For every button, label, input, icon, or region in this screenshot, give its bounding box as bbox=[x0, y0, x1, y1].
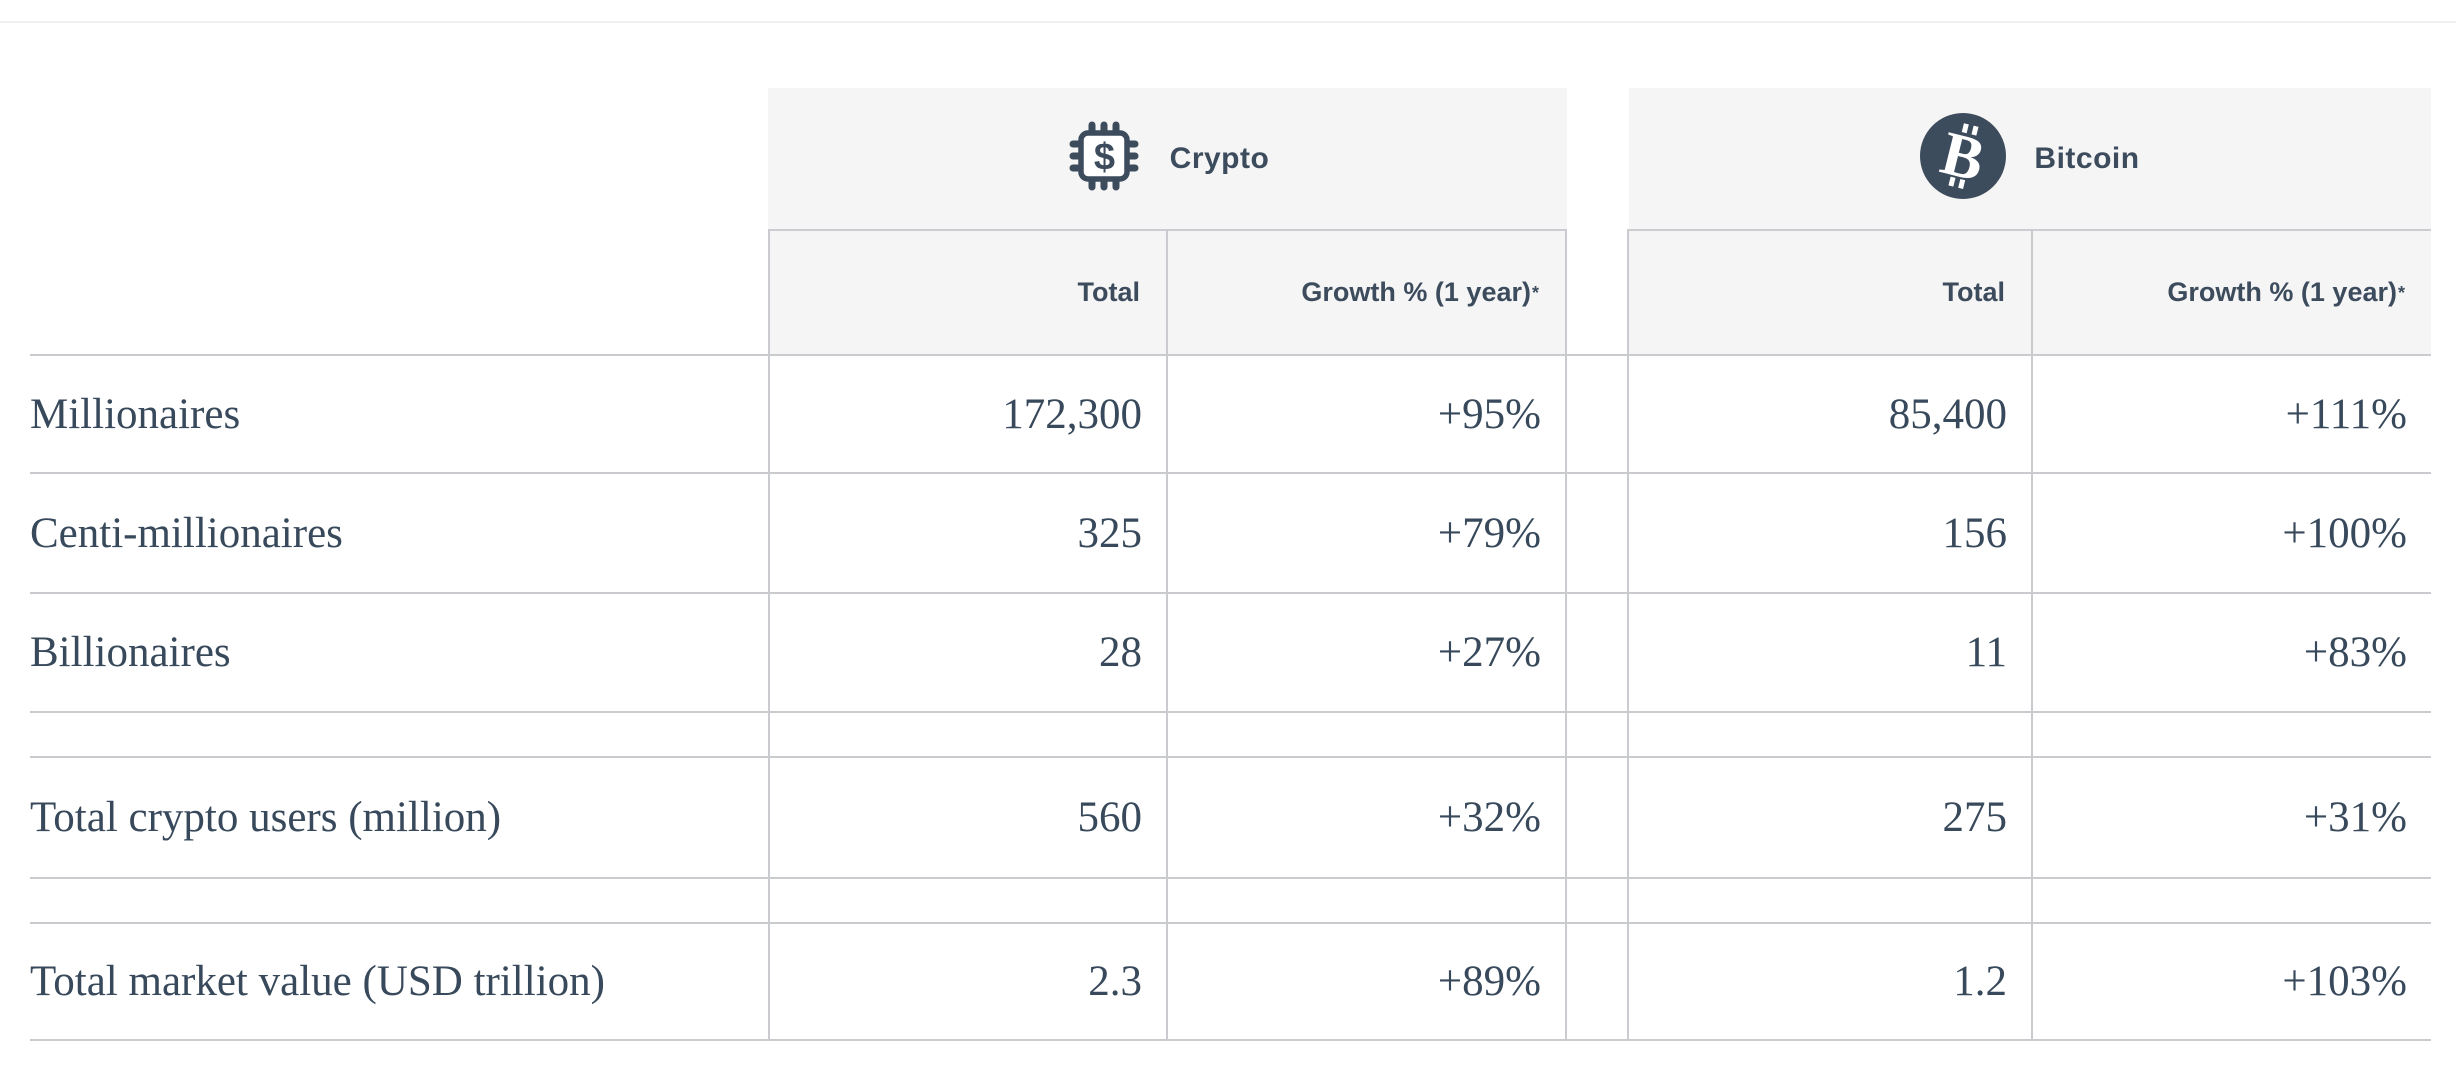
chip-dollar-icon: $ bbox=[1066, 118, 1142, 199]
gap-column bbox=[1567, 472, 1629, 592]
spacer-row bbox=[1629, 711, 2031, 756]
crypto-growth-value: +27% bbox=[1166, 592, 1567, 711]
column-header-bitcoin-growth: Growth % (1 year) * bbox=[2031, 229, 2431, 354]
crypto-bitcoin-comparison-table: $ Crypto B Bitcoin bbox=[0, 88, 2431, 1041]
spacer-row bbox=[1629, 877, 2031, 922]
bitcoin-total-value: 1.2 bbox=[1629, 922, 2031, 1041]
bitcoin-total-value: 11 bbox=[1629, 592, 2031, 711]
gap-column bbox=[1567, 592, 1629, 711]
group-label-bitcoin: Bitcoin bbox=[2034, 141, 2140, 175]
crypto-total-value: 325 bbox=[768, 472, 1166, 592]
gap-column bbox=[1567, 354, 1629, 472]
bitcoin-total-value: 156 bbox=[1629, 472, 2031, 592]
column-header-crypto-total: Total bbox=[768, 229, 1166, 354]
bitcoin-growth-value: +103% bbox=[2031, 922, 2431, 1041]
spacer-row bbox=[30, 711, 768, 756]
crypto-growth-value: +32% bbox=[1166, 756, 1567, 877]
bitcoin-total-value: 85,400 bbox=[1629, 354, 2031, 472]
column-header-bitcoin-total: Total bbox=[1629, 229, 2031, 354]
row-label: Billionaires bbox=[30, 592, 768, 711]
top-divider bbox=[0, 21, 2456, 23]
corner-blank bbox=[0, 88, 768, 229]
spacer-row bbox=[2031, 711, 2431, 756]
bitcoin-growth-value: +83% bbox=[2031, 592, 2431, 711]
row-label: Total market value (USD trillion) bbox=[30, 922, 768, 1041]
bitcoin-growth-value: +111% bbox=[2031, 354, 2431, 472]
spacer-row bbox=[30, 877, 768, 922]
crypto-growth-value: +95% bbox=[1166, 354, 1567, 472]
bitcoin-total-value: 275 bbox=[1629, 756, 2031, 877]
gap-column bbox=[1567, 756, 1629, 877]
spacer-row bbox=[1166, 711, 1567, 756]
gap-column bbox=[1567, 877, 1629, 922]
dollar-glyph: $ bbox=[1094, 137, 1115, 179]
crypto-growth-value: +79% bbox=[1166, 472, 1567, 592]
bitcoin-growth-value: +100% bbox=[2031, 472, 2431, 592]
group-header-crypto: $ Crypto bbox=[768, 88, 1567, 229]
column-header-crypto-growth: Growth % (1 year) * bbox=[1166, 229, 1567, 354]
spacer-row bbox=[1166, 877, 1567, 922]
gap-column bbox=[1567, 922, 1629, 1041]
group-header-bitcoin: B Bitcoin bbox=[1629, 88, 2431, 229]
crypto-total-value: 172,300 bbox=[768, 354, 1166, 472]
crypto-growth-value: +89% bbox=[1166, 922, 1567, 1041]
row-label: Centi-millionaires bbox=[30, 472, 768, 592]
crypto-total-value: 28 bbox=[768, 592, 1166, 711]
row-label: Total crypto users (million) bbox=[30, 756, 768, 877]
spacer-row bbox=[768, 877, 1166, 922]
spacer-row bbox=[2031, 877, 2431, 922]
spacer-row bbox=[768, 711, 1166, 756]
group-label-crypto: Crypto bbox=[1169, 141, 1270, 175]
gap-column bbox=[1567, 711, 1629, 756]
header-blank bbox=[0, 229, 768, 354]
crypto-total-value: 2.3 bbox=[768, 922, 1166, 1041]
gap-column bbox=[1567, 88, 1629, 229]
crypto-total-value: 560 bbox=[768, 756, 1166, 877]
bitcoin-icon: B bbox=[1920, 113, 2007, 204]
bitcoin-growth-value: +31% bbox=[2031, 756, 2431, 877]
row-label: Millionaires bbox=[30, 354, 768, 472]
gap-column bbox=[1567, 229, 1629, 354]
